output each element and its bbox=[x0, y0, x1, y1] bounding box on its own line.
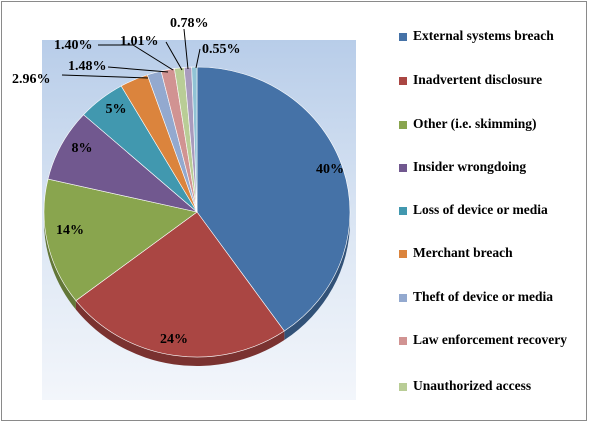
legend-item-8: Unauthorized access bbox=[399, 378, 589, 394]
leader-line-6 bbox=[107, 66, 169, 73]
slice-label-7: 1.40% bbox=[54, 38, 93, 53]
legend-item-5: Merchant breach bbox=[399, 245, 589, 261]
legend-item-7: Law enforcement recovery bbox=[399, 332, 589, 348]
legend-swatch-5 bbox=[399, 250, 407, 258]
legend-item-6: Theft of device or media bbox=[399, 289, 589, 305]
legend-item-4: Loss of device or media bbox=[399, 202, 589, 218]
slice-label-3: 8% bbox=[72, 141, 93, 156]
slice-label-8: 1.01% bbox=[120, 34, 159, 49]
pie-depth-0 bbox=[284, 212, 350, 341]
slice-label-10: 0.55% bbox=[202, 42, 241, 57]
pie-slice-0 bbox=[196, 66, 351, 332]
legend-swatch-3 bbox=[399, 164, 407, 172]
leader-line-9 bbox=[183, 28, 189, 70]
legend-label-3: Insider wrongdoing bbox=[413, 159, 527, 174]
legend-label-7: Law enforcement recovery bbox=[413, 332, 567, 347]
pie-slice-10 bbox=[191, 66, 198, 213]
slice-label-4: 5% bbox=[106, 102, 127, 117]
legend-label-2: Other (i.e. skimming) bbox=[413, 116, 537, 131]
slice-label-5: 2.96% bbox=[12, 72, 51, 87]
legend-item-1: Inadvertent disclosure bbox=[399, 72, 589, 88]
slice-label-0: 40% bbox=[316, 162, 344, 177]
legend-label-5: Merchant breach bbox=[413, 245, 513, 260]
legend-swatch-2 bbox=[399, 121, 407, 129]
legend-swatch-7 bbox=[399, 337, 407, 345]
legend-swatch-8 bbox=[399, 383, 407, 391]
legend-label-1: Inadvertent disclosure bbox=[413, 72, 543, 87]
legend-swatch-1 bbox=[399, 77, 407, 85]
legend-label-4: Loss of device or media bbox=[413, 202, 548, 217]
legend-item-2: Other (i.e. skimming) bbox=[399, 116, 589, 132]
pie-depth bbox=[44, 212, 350, 367]
legend-label-0: External systems breach bbox=[413, 28, 554, 43]
leader-line-7 bbox=[98, 44, 174, 71]
legend-swatch-0 bbox=[399, 33, 407, 41]
legend-item-3: Insider wrongdoing bbox=[399, 159, 589, 175]
legend-label-8: Unauthorized access bbox=[413, 378, 532, 393]
pie-depth-2 bbox=[44, 212, 76, 310]
leader-line-10 bbox=[195, 48, 201, 69]
slice-label-9: 0.78% bbox=[170, 16, 209, 31]
slice-label-1: 24% bbox=[160, 332, 188, 347]
legend-swatch-4 bbox=[399, 207, 407, 215]
slice-label-2: 14% bbox=[56, 223, 84, 238]
pie-slice-1 bbox=[75, 211, 285, 358]
pie-depth-1 bbox=[75, 300, 285, 367]
legend-item-0: External systems breach bbox=[399, 28, 589, 44]
slice-label-6: 1.48% bbox=[68, 59, 107, 74]
leader-line-5 bbox=[61, 74, 149, 79]
legend-label-6: Theft of device or media bbox=[413, 289, 553, 304]
leader-line-8 bbox=[165, 41, 183, 71]
pie-slice-2 bbox=[43, 178, 198, 302]
legend-swatch-6 bbox=[399, 294, 407, 302]
